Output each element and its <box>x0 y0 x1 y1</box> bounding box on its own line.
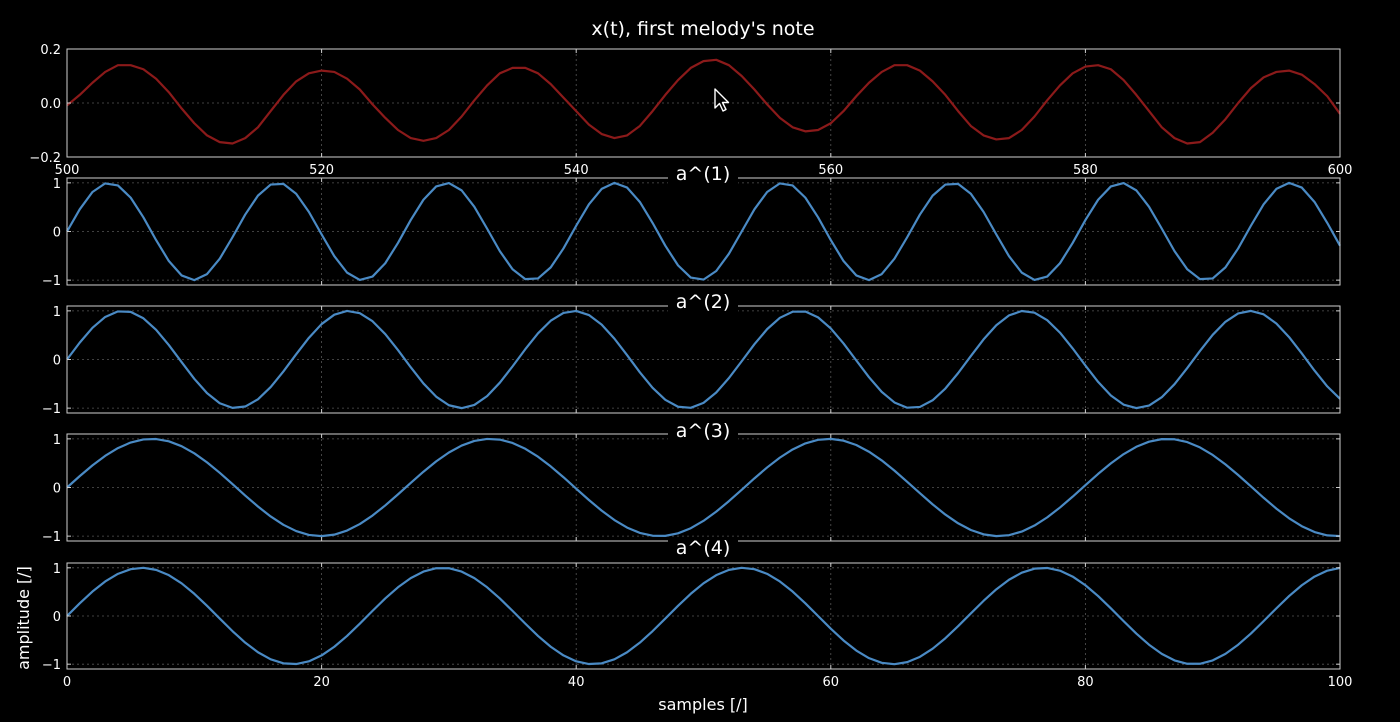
x-tick-label: 80 <box>1077 675 1094 690</box>
y-tick-label: 1 <box>53 433 61 448</box>
x-tick-label: 500 <box>55 163 80 178</box>
x-tick-label: 60 <box>823 675 840 690</box>
subplot-title: a^(4) <box>676 537 730 559</box>
x-tick-label: 20 <box>313 675 330 690</box>
x-tick-label: 100 <box>1328 675 1353 690</box>
y-tick-label: −1 <box>42 530 61 545</box>
subplot-title: a^(2) <box>676 291 730 313</box>
y-tick-label: 1 <box>53 177 61 192</box>
y-tick-label: 0 <box>53 354 61 369</box>
series-line <box>67 60 1340 144</box>
x-tick-label: 40 <box>568 675 585 690</box>
y-tick-label: 0.2 <box>40 43 61 58</box>
x-tick-label: 0 <box>63 675 71 690</box>
subplot-2: −1 0 1 a^(1) <box>42 163 1340 289</box>
y-tick-label: 1 <box>53 562 61 577</box>
x-tick-label: 520 <box>309 163 334 178</box>
y-tick-label: −1 <box>42 658 61 673</box>
x-axis-label: samples [/] <box>658 695 747 714</box>
y-tick-label: 0.0 <box>40 97 61 112</box>
subplot-title: x(t), first melody's note <box>591 18 814 40</box>
y-tick-label: −1 <box>42 402 61 417</box>
subplot-4: −1 0 1 a^(3) <box>42 420 1340 545</box>
y-tick-label: 1 <box>53 305 61 320</box>
mouse-pointer-icon <box>714 88 732 114</box>
subplot-3: −1 0 1 a^(2) <box>42 291 1340 417</box>
x-tick-label: 600 <box>1328 163 1353 178</box>
subplot-title: a^(1) <box>676 163 730 185</box>
x-tick-label: 560 <box>818 163 843 178</box>
x-tick-label: 540 <box>564 163 589 178</box>
y-tick-label: −1 <box>42 274 61 289</box>
subplot-title: a^(3) <box>676 420 730 442</box>
y-tick-label: 0 <box>53 226 61 241</box>
y-axis-label: amplitude [/] <box>14 566 33 670</box>
x-tick-label: 580 <box>1073 163 1098 178</box>
y-tick-label: 0 <box>53 610 61 625</box>
y-tick-label: 0 <box>53 482 61 497</box>
